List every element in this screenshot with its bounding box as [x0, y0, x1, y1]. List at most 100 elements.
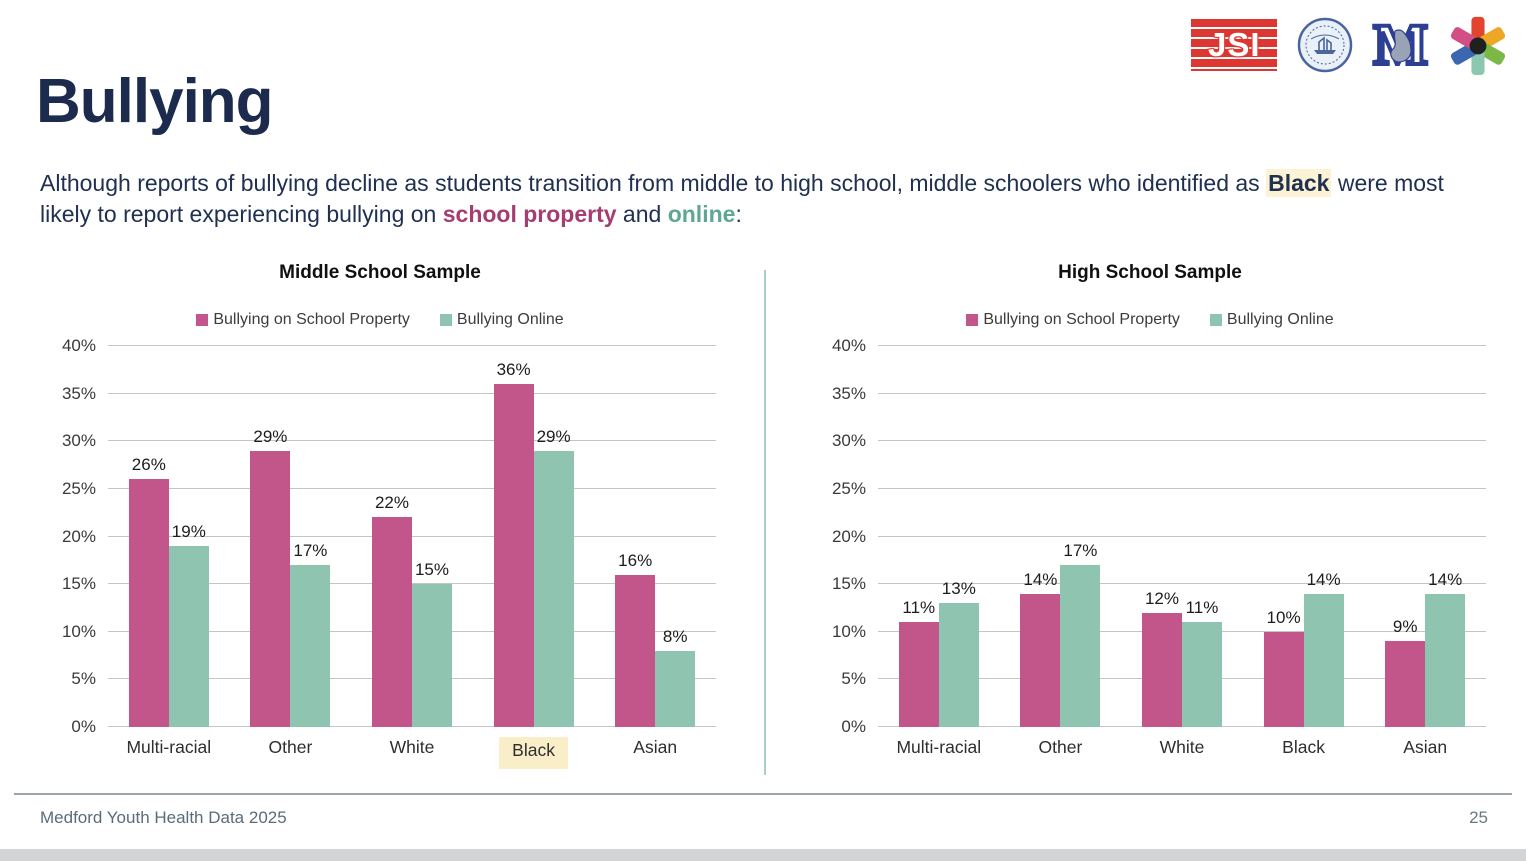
- y-axis: 0% 5% 10% 15% 20% 25% 30% 35% 40%: [36, 336, 108, 736]
- y-axis-tick: 35%: [831, 383, 866, 403]
- x-axis-label-cell: Asian: [594, 737, 716, 769]
- y-axis-tick: 15%: [61, 574, 96, 594]
- bar-online: 14%: [1303, 570, 1344, 727]
- y-axis-tick: 30%: [61, 431, 96, 451]
- bar-group: 22% 15%: [351, 346, 473, 727]
- asterisk-logo-icon: [1450, 16, 1506, 75]
- gridline: [108, 583, 716, 585]
- x-axis-label-cell: Black: [473, 737, 595, 769]
- bar-value-label: 22%: [374, 493, 409, 513]
- bar-group: 36% 29%: [473, 346, 595, 727]
- bar-value-label: 13%: [941, 579, 976, 599]
- y-axis-tick: 5%: [841, 669, 866, 689]
- bar-online: 13%: [938, 579, 979, 727]
- bar-value-label: 12%: [1144, 588, 1179, 608]
- intro-text-1: Although reports of bullying decline as …: [40, 170, 1267, 196]
- online-accent-text: online: [667, 201, 736, 227]
- y-axis-tick: 0%: [71, 717, 96, 736]
- y-axis-tick: 20%: [61, 526, 96, 546]
- bar-school-property: 11%: [898, 598, 939, 727]
- gridline: [108, 487, 716, 489]
- medford-m-logo: M: [1371, 14, 1430, 76]
- bar-online: 19%: [168, 522, 209, 727]
- legend-item-online: Bullying Online: [1209, 311, 1334, 329]
- jsi-logo: JSI: [1191, 19, 1278, 71]
- chart-legend: Bullying on School Property Bullying Onl…: [806, 310, 1494, 330]
- gridline: [108, 345, 716, 346]
- x-axis-label: White: [1159, 737, 1205, 757]
- gridline: [878, 487, 1486, 489]
- bar-school-property: 26%: [128, 455, 169, 727]
- y-axis-tick: 0%: [841, 717, 866, 736]
- bar-groups: 11% 13% 14% 17% 12% 11% 10% 14% 9% 14%: [878, 346, 1486, 727]
- bar-value-label: 16%: [618, 550, 653, 570]
- chart-body: 0% 5% 10% 15% 20% 25% 30% 35% 40% 11% 13% 14% 17% 12…: [806, 336, 1494, 736]
- footer-source-text: Medford Youth Health Data 2025: [40, 808, 287, 827]
- plot-area: 26% 19% 29% 17% 22% 15% 36% 29% 16% 8%: [108, 345, 716, 727]
- legend-item-online: Bullying Online: [439, 311, 564, 329]
- school-property-accent-text: school property: [442, 201, 617, 227]
- y-axis-tick: 20%: [831, 526, 866, 546]
- bar-group: 29% 17%: [230, 346, 352, 727]
- x-axis-label-cell: Other: [230, 737, 352, 769]
- x-axis-label-cell: Asian: [1364, 737, 1486, 758]
- y-axis-tick: 40%: [831, 336, 866, 355]
- bar-online: 29%: [533, 427, 574, 727]
- legend-item-school-property: Bullying on School Property: [196, 311, 410, 329]
- bar-value-label: 14%: [1023, 569, 1058, 589]
- bar-online: 11%: [1181, 598, 1222, 727]
- y-axis: 0% 5% 10% 15% 20% 25% 30% 35% 40%: [806, 336, 878, 736]
- y-axis-tick: 25%: [831, 478, 866, 498]
- chart-title: Middle School Sample: [279, 262, 481, 283]
- y-axis-tick: 15%: [831, 574, 866, 594]
- x-axis-label: Asian: [633, 737, 678, 757]
- bar-value-label: 17%: [1063, 541, 1098, 561]
- x-axis-label: White: [389, 737, 435, 757]
- gridline: [878, 535, 1486, 537]
- gridline: [878, 583, 1486, 585]
- bar-school-property: 29%: [250, 427, 291, 727]
- bar-online: 15%: [411, 560, 452, 727]
- x-axis-label: Other: [268, 737, 313, 757]
- legend-swatch-online: [439, 314, 452, 326]
- y-axis-tick: 40%: [61, 336, 96, 355]
- bar-value-label: 29%: [253, 426, 288, 446]
- gridline: [108, 440, 716, 442]
- bar-group: 16% 8%: [594, 346, 716, 727]
- intro-text-3: and: [616, 201, 668, 227]
- page-title: Bullying: [36, 67, 274, 136]
- y-axis-tick: 10%: [61, 621, 96, 641]
- bar-school-property: 22%: [371, 493, 412, 727]
- bar-school-property: 12%: [1141, 589, 1182, 727]
- bar-group: 10% 14%: [1243, 346, 1365, 727]
- x-axis-label: Black: [1282, 737, 1325, 757]
- bar-group: 11% 13%: [878, 346, 1000, 727]
- bar-value-label: 10%: [1266, 607, 1301, 627]
- bottom-edge-bar: [0, 849, 1526, 861]
- highlighted-black-text: Black: [1266, 169, 1332, 197]
- gridline: [878, 345, 1486, 346]
- x-axis: Multi-racial Other White Black Asian: [878, 737, 1486, 758]
- bar-value-label: 11%: [902, 598, 936, 618]
- vertical-divider: [764, 270, 766, 775]
- bar-value-label: 9%: [1392, 617, 1418, 637]
- x-axis-label-cell: Multi-racial: [878, 737, 1000, 758]
- y-axis-tick: 10%: [831, 621, 866, 641]
- bar-group: 9% 14%: [1364, 346, 1486, 727]
- jsi-logo-text: JSI: [1207, 26, 1261, 63]
- y-axis-tick: 5%: [71, 669, 96, 689]
- x-axis-label-cell: Black: [1243, 737, 1365, 758]
- chart-body: 0% 5% 10% 15% 20% 25% 30% 35% 40% 26% 19% 29% 17% 22…: [36, 336, 724, 736]
- bar-group: 14% 17%: [1000, 346, 1122, 727]
- mustang-head-icon: [1390, 29, 1412, 63]
- y-axis-tick: 25%: [61, 478, 96, 498]
- bar-online: 17%: [1060, 541, 1101, 727]
- charts-row: Middle School Sample Bullying on School …: [0, 256, 1526, 775]
- legend-label-online: Bullying Online: [456, 311, 564, 328]
- bar-online: 17%: [290, 541, 331, 727]
- x-axis-label: Multi-racial: [126, 737, 212, 757]
- footer-divider-line: [14, 793, 1512, 795]
- chart-legend: Bullying on School Property Bullying Onl…: [36, 310, 724, 330]
- bar-value-label: 11%: [1185, 598, 1219, 618]
- bar-value-label: 17%: [293, 541, 328, 561]
